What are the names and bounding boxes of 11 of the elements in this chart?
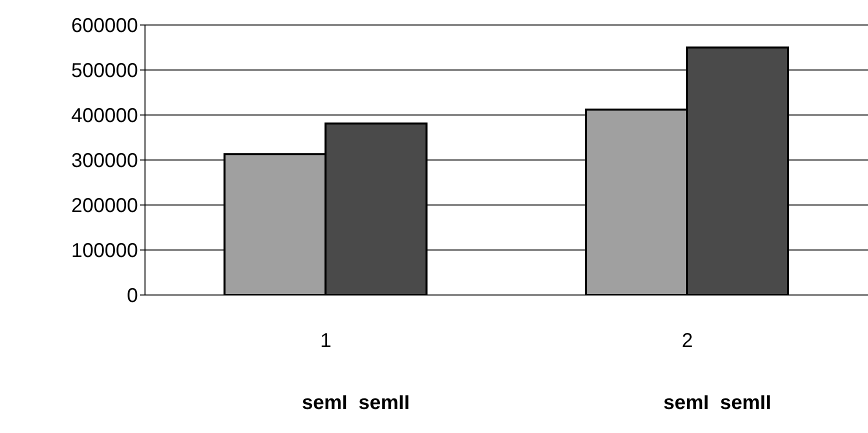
y-tick-label: 0 bbox=[126, 285, 138, 308]
y-tick-label: 200000 bbox=[71, 195, 138, 218]
text: semI semII bbox=[300, 392, 411, 415]
y-tick-label: 400000 bbox=[71, 105, 138, 128]
x-tick-label: 2 bbox=[682, 330, 693, 352]
text: semI semII bbox=[662, 392, 772, 415]
y-tick-label: 100000 bbox=[71, 240, 138, 262]
y-tick-label: 600000 bbox=[71, 15, 138, 38]
y-tick-label: 500000 bbox=[71, 60, 138, 82]
y-tick-label: 300000 bbox=[71, 150, 138, 172]
x-tick-label: 1 bbox=[320, 330, 332, 352]
